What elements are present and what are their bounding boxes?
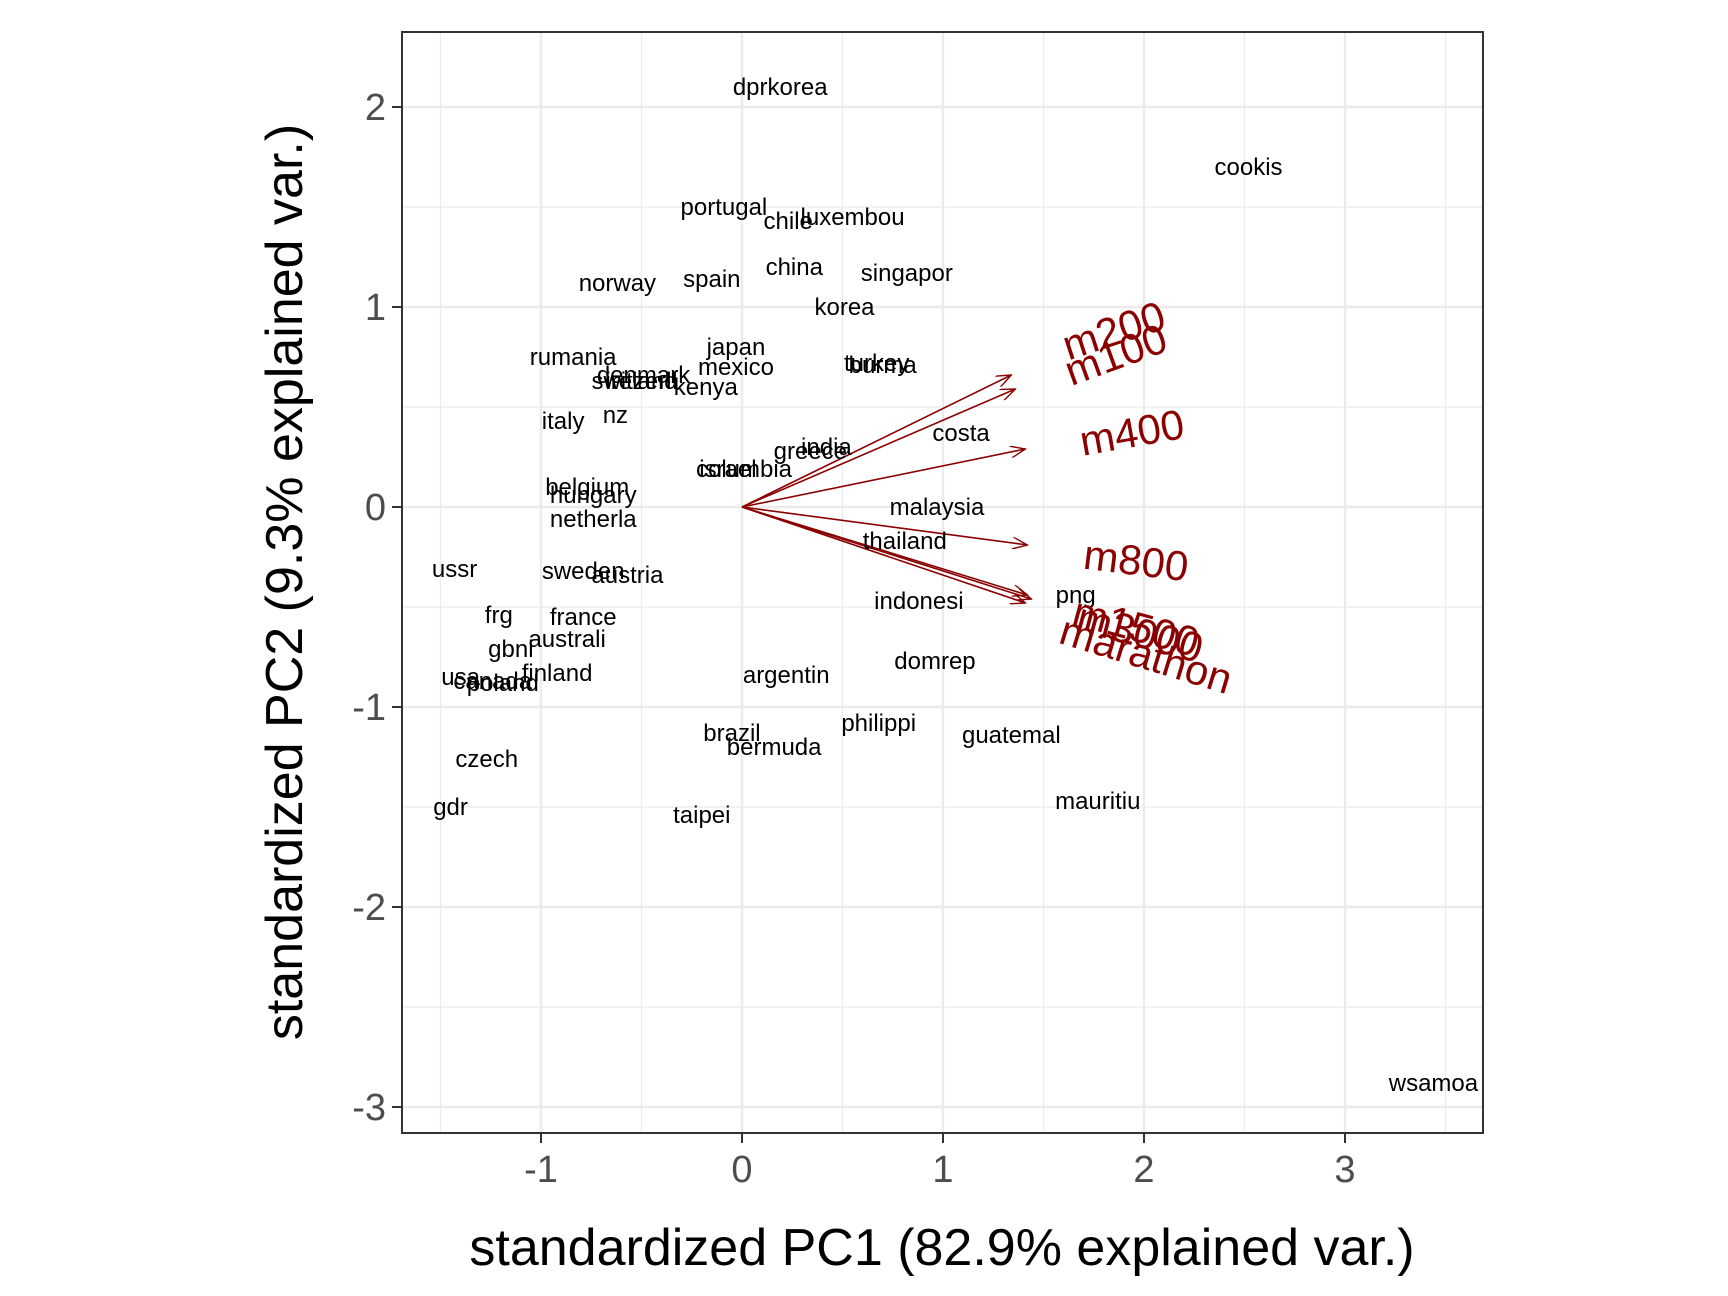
point-label: malaysia: [890, 494, 985, 521]
point-label: ireland: [605, 368, 677, 395]
loading-arrow: [741, 506, 1025, 603]
point-label: indonesi: [874, 588, 963, 615]
point-label: gdr: [433, 794, 468, 821]
y-tick-label: 2: [365, 87, 386, 129]
point-label: denmark: [597, 362, 691, 389]
point-label: austria: [591, 562, 664, 589]
point-label: gbni: [488, 636, 533, 663]
point-label: guatemal: [962, 722, 1061, 749]
x-tick-label: -1: [524, 1149, 558, 1191]
point-label: nz: [603, 402, 628, 429]
point-label: kenya: [674, 374, 739, 401]
point-label: luxembou: [801, 204, 905, 231]
loading-arrow: [741, 506, 1027, 545]
point-label: netherla: [550, 506, 637, 533]
point-label: taipei: [673, 802, 730, 829]
loading-arrow: [741, 389, 1015, 508]
point-label: italy: [542, 408, 585, 435]
y-tick-label: -2: [352, 887, 386, 929]
x-tick-label: 1: [932, 1149, 953, 1191]
point-label: philippi: [841, 710, 916, 737]
point-label: sweden: [542, 558, 625, 585]
point-label: mexico: [698, 354, 774, 381]
point-label: costa: [932, 420, 990, 447]
point-label: china: [766, 254, 824, 281]
y-tick-label: 1: [365, 287, 386, 329]
loading-arrow: [741, 449, 1025, 508]
x-tick-label: 0: [731, 1149, 752, 1191]
point-label: frg: [485, 602, 513, 629]
loading-arrow: [741, 506, 1031, 599]
point-label: norway: [579, 270, 656, 297]
point-label: australi: [528, 626, 605, 653]
x-axis-title: standardized PC1 (82.9% explained var.): [469, 1219, 1414, 1277]
point-label: singapor: [861, 260, 953, 287]
point-label: burma: [849, 352, 918, 379]
point-label: thailand: [863, 528, 947, 555]
grid-major: [402, 32, 1483, 1133]
point-label: greece: [774, 438, 847, 465]
point-label: spain: [683, 266, 740, 293]
point-label: israel: [699, 456, 756, 483]
point-label: turkey: [844, 350, 909, 377]
point-label: bermuda: [727, 734, 822, 761]
y-axis-title: standardized PC2 (9.3% explained var.): [256, 124, 314, 1040]
x-axis: -1 0 1 2 3: [524, 1133, 1356, 1191]
point-label: domrep: [894, 648, 975, 675]
point-label: wsamoa: [1388, 1070, 1479, 1097]
x-tick-label: 2: [1133, 1149, 1154, 1191]
point-label: canada: [453, 668, 532, 695]
point-label: usa: [441, 664, 480, 691]
point-label: portugal: [681, 194, 768, 221]
point-label: png: [1056, 582, 1096, 609]
point-label: columbia: [696, 456, 793, 483]
point-label: belgium: [545, 474, 629, 501]
point-label: rumania: [530, 344, 617, 371]
point-label: korea: [814, 294, 875, 321]
y-axis: -3 -2 -1 0 1 2: [352, 87, 402, 1129]
point-label: czech: [455, 746, 518, 773]
point-label: brazil: [703, 720, 760, 747]
point-label: mauritiu: [1055, 788, 1140, 815]
point-label: switzerl: [591, 368, 671, 395]
y-tick-label: -3: [352, 1087, 386, 1129]
point-label: hungary: [550, 482, 637, 509]
point-label: india: [801, 434, 852, 461]
loading-arrow: [741, 375, 1011, 508]
point-label: cookis: [1215, 154, 1283, 181]
point-label: dprkorea: [733, 74, 828, 101]
point-label: finland: [522, 660, 593, 687]
point-label: chile: [764, 208, 813, 235]
point-label: japan: [706, 334, 766, 361]
point-label: poland: [467, 670, 539, 697]
x-tick-label: 3: [1334, 1149, 1355, 1191]
point-label: france: [550, 604, 617, 631]
point-label: ussr: [432, 556, 477, 583]
loading-arrows: [741, 375, 1031, 603]
y-tick-label: 0: [365, 487, 386, 529]
y-tick-label: -1: [352, 687, 386, 729]
point-label: argentin: [743, 662, 830, 689]
